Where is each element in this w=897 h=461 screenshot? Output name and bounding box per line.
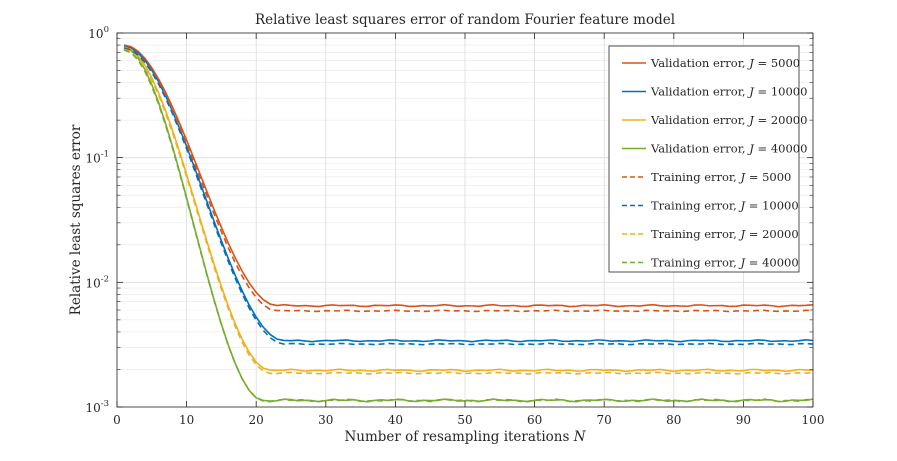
x-axis-label-symbol: N <box>573 429 587 445</box>
x-tick-label: 40 <box>388 413 403 427</box>
legend-label: Training error, J = 5000 <box>651 170 791 184</box>
legend-label-symbol: J <box>738 199 746 213</box>
legend-label: Validation error, J = 10000 <box>650 85 807 99</box>
y-tick-label-base: 10 <box>85 401 100 415</box>
legend-label: Validation error, J = 5000 <box>650 56 800 70</box>
y-tick-label-exponent: -1 <box>101 150 109 160</box>
x-tick-label: 30 <box>318 413 333 427</box>
x-tick-label: 0 <box>113 413 121 427</box>
legend-label-eq: = <box>754 142 771 156</box>
legend-label-value: 10000 <box>762 199 799 213</box>
series-line-validation-J-20000 <box>123 46 814 373</box>
y-tick-label: 10-1 <box>85 150 109 166</box>
x-tick-label: 70 <box>597 413 612 427</box>
legend-label-name: Training error, <box>651 199 740 213</box>
legend-label-eq: = <box>754 85 771 99</box>
y-tick-label-base: 10 <box>88 27 103 41</box>
legend-label-value: 5000 <box>762 170 791 184</box>
legend-label-eq: = <box>754 56 771 70</box>
legend-label: Validation error, J = 40000 <box>650 142 807 156</box>
y-tick-label-exponent: 0 <box>104 25 109 35</box>
series-line-training-J-5000 <box>123 47 814 313</box>
series-line-training-J-40000 <box>123 49 814 403</box>
y-tick-label: 10-2 <box>85 274 109 290</box>
y-tick-label: 10-3 <box>85 399 109 415</box>
series-line-training-J-10000 <box>123 47 814 346</box>
legend-label-name: Validation error, <box>650 56 749 70</box>
y-tick-label-base: 10 <box>85 152 100 166</box>
legend-label-value: 5000 <box>771 56 800 70</box>
legend-label-name: Validation error, <box>650 85 749 99</box>
legend-label-symbol: J <box>738 256 746 270</box>
legend-label-symbol: J <box>738 170 746 184</box>
legend-label-name: Training error, <box>651 170 740 184</box>
series-line-validation-J-5000 <box>123 44 814 308</box>
legend-label-symbol: J <box>747 56 755 70</box>
y-tick-label-exponent: -2 <box>101 274 109 284</box>
x-tick-label: 50 <box>457 413 472 427</box>
legend-label-symbol: J <box>747 113 755 127</box>
y-axis-label: Relative least squares error <box>68 124 84 315</box>
legend-label-symbol: J <box>738 227 746 241</box>
x-tick-label: 20 <box>249 413 264 427</box>
legend-label-name: Validation error, <box>650 113 749 127</box>
legend-label: Training error, J = 40000 <box>651 256 799 270</box>
x-tick-label: 100 <box>802 413 825 427</box>
x-axis-label: Number of resampling iterations N <box>344 429 586 445</box>
series-line-validation-J-10000 <box>123 45 814 343</box>
legend-label: Training error, J = 10000 <box>651 199 799 213</box>
x-axis-label-text: Number of resampling iterations <box>344 429 569 445</box>
x-tick-label: 80 <box>666 413 681 427</box>
x-tick-label: 90 <box>736 413 751 427</box>
legend-label-value: 40000 <box>762 256 799 270</box>
y-tick-label-base: 10 <box>85 276 100 290</box>
legend-label: Training error, J = 20000 <box>651 227 799 241</box>
y-tick-label: 100 <box>88 25 109 41</box>
legend-label-eq: = <box>745 199 762 213</box>
legend-label-value: 20000 <box>762 227 799 241</box>
legend-label-name: Training error, <box>651 227 740 241</box>
legend-label-symbol: J <box>747 85 755 99</box>
x-tick-label: 60 <box>527 413 542 427</box>
chart-title: Relative least squares error of random F… <box>255 12 675 28</box>
legend-label-eq: = <box>754 113 771 127</box>
legend-label-value: 20000 <box>771 113 808 127</box>
legend-label-value: 40000 <box>771 142 808 156</box>
legend-label: Validation error, J = 20000 <box>650 113 807 127</box>
y-tick-label-exponent: -3 <box>101 399 109 409</box>
legend-label-name: Validation error, <box>650 142 749 156</box>
legend-label-name: Training error, <box>651 256 740 270</box>
legend-label-eq: = <box>745 256 762 270</box>
x-tick-label: 10 <box>179 413 194 427</box>
series-layer <box>123 44 814 403</box>
legend-label-eq: = <box>745 227 762 241</box>
legend-label-symbol: J <box>747 142 755 156</box>
legend-label-eq: = <box>745 170 762 184</box>
series-line-training-J-20000 <box>123 48 814 375</box>
legend-label-value: 10000 <box>771 85 808 99</box>
